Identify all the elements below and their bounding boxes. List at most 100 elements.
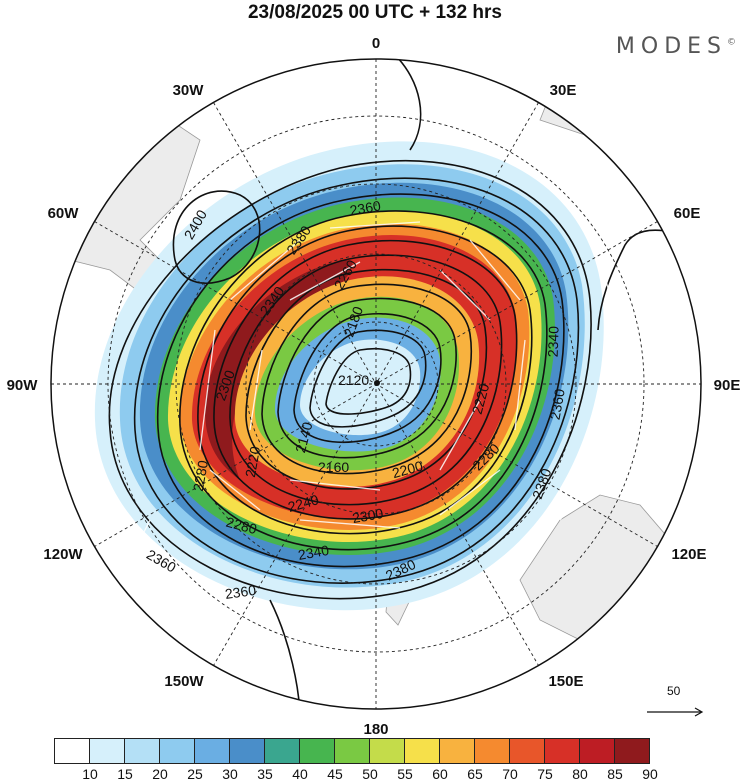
wind-arrow <box>299 519 401 529</box>
colorbar-cell <box>334 738 370 764</box>
wind-arrow <box>514 339 526 431</box>
wind-arrow <box>559 479 591 521</box>
colorbar-cell <box>89 738 125 764</box>
brand-logo: MODES© <box>616 34 736 59</box>
contour-label-2340-south: 2340 <box>297 542 331 563</box>
lon-label-60e: 60E <box>674 205 701 222</box>
colorbar-cell <box>439 738 475 764</box>
contour-2380 <box>108 160 592 600</box>
contour-2240 <box>229 254 503 506</box>
wind-arrow <box>229 239 301 301</box>
contour-label-2220: 2220 <box>469 381 493 415</box>
contour-2380-outer-south <box>269 599 301 709</box>
polar-map: 2400 2380 2360 2340 2340 2360 2380 2260 … <box>7 35 741 738</box>
wind-arrow <box>599 259 621 331</box>
lon-label-180: 180 <box>363 721 388 738</box>
colorbar-cell <box>579 738 615 764</box>
colorbar-tick-label: 35 <box>257 766 273 782</box>
height-contours <box>108 59 701 709</box>
contour-label-2280: 2280 <box>224 514 258 538</box>
colorbar-cell <box>544 738 580 764</box>
contour-label-2340-east: 2340 <box>545 326 562 358</box>
lon-label-30e: 30E <box>550 82 577 99</box>
map-border <box>50 58 702 710</box>
colorbar-tick-label: 70 <box>502 766 518 782</box>
colorbar-cell <box>229 738 265 764</box>
wind-arrow <box>329 221 421 229</box>
wind-arrow <box>199 329 216 451</box>
wind-arrow <box>249 349 263 431</box>
colorbar-tick-label: 85 <box>607 766 623 782</box>
contour-2340 <box>156 193 565 568</box>
contour-2120 <box>325 348 412 415</box>
colorbar-tick-label: 75 <box>537 766 553 782</box>
lon-label-30w: 30W <box>173 82 205 99</box>
contour-2220 <box>245 268 488 490</box>
longitude-labels: 0 30E 60E 90E 120E 150E 180 150W 120W 90… <box>7 35 741 738</box>
lon-label-150w: 150W <box>164 673 204 690</box>
arrow-right-icon <box>647 707 704 717</box>
colorbar-tick-label: 10 <box>82 766 98 782</box>
colorbar-ticks: 10 15 20 25 30 35 40 45 50 55 60 65 70 75 80 85 90 <box>0 766 750 782</box>
wind-speed-shading <box>94 141 604 611</box>
colorbar-cell <box>369 738 405 764</box>
wind-arrow <box>439 399 481 471</box>
wind-arrow <box>209 469 261 511</box>
contour-label-2360-east: 2360 <box>547 387 568 421</box>
colorbar-tick-label: 20 <box>152 766 168 782</box>
colorbar-tick-label: 30 <box>222 766 238 782</box>
colorbar-cell <box>404 738 440 764</box>
colorbar-tick-label: 25 <box>187 766 203 782</box>
lon-label-0: 0 <box>372 35 380 52</box>
wind-vectors <box>129 221 621 561</box>
lon-label-150e: 150E <box>548 673 583 690</box>
band-90 <box>205 260 353 480</box>
lon-label-120w: 120W <box>43 546 83 563</box>
colorbar-cell <box>264 738 300 764</box>
colorbar-cell <box>474 738 510 764</box>
wind-arrow <box>289 479 381 491</box>
contour-label-2280-west: 2280 <box>190 459 211 493</box>
contour-label-2240: 2240 <box>286 491 320 515</box>
copyright-mark: © <box>727 37 736 48</box>
contour-2180 <box>277 297 457 459</box>
contour-label-2120: 2120 <box>338 372 369 388</box>
colorbar-cell <box>194 738 230 764</box>
lon-label-60w: 60W <box>48 205 80 222</box>
contour-2160 <box>293 312 442 443</box>
contour-label-2360: 2360 <box>348 197 382 218</box>
contour-2260 <box>213 239 518 520</box>
wind-arrow <box>439 469 501 516</box>
colorbar-cell <box>299 738 335 764</box>
contour-label-2140: 2140 <box>292 420 316 454</box>
colorbar-tick-label: 90 <box>642 766 658 782</box>
chart-title: 23/08/2025 00 UTC + 132 hrs <box>247 2 503 23</box>
colorbar-tick-label: 15 <box>117 766 133 782</box>
colorbar-cell <box>614 738 650 764</box>
colorbar-cell <box>54 738 90 764</box>
south-pole-marker <box>374 380 380 386</box>
colorbar-tick-label: 60 <box>432 766 448 782</box>
contour-2200 <box>261 283 473 475</box>
colorbar-tick-label: 50 <box>362 766 378 782</box>
contour-label-2300-south: 2300 <box>351 505 385 526</box>
wind-arrow <box>289 261 361 301</box>
colorbar <box>54 738 650 764</box>
colorbar-cell <box>159 738 195 764</box>
wind-arrow <box>439 269 491 321</box>
contour-2300 <box>179 210 548 551</box>
colorbar-tick-label: 80 <box>572 766 588 782</box>
colorbar-tick-label: 40 <box>292 766 308 782</box>
colorbar-tick-label: 55 <box>397 766 413 782</box>
contour-label-2220-west: 2220 <box>242 445 263 479</box>
wind-arrow <box>129 519 151 561</box>
contour-2280 <box>197 225 533 535</box>
contour-label-2200: 2200 <box>390 458 424 482</box>
contour-2380-outer-north <box>394 59 422 151</box>
brand-text: MODES <box>615 34 727 59</box>
colorbar-tick-label: 45 <box>327 766 343 782</box>
colorbar-cell <box>509 738 545 764</box>
colorbar-cell <box>124 738 160 764</box>
lon-label-90e: 90E <box>714 377 741 394</box>
wind-arrow <box>469 239 521 301</box>
